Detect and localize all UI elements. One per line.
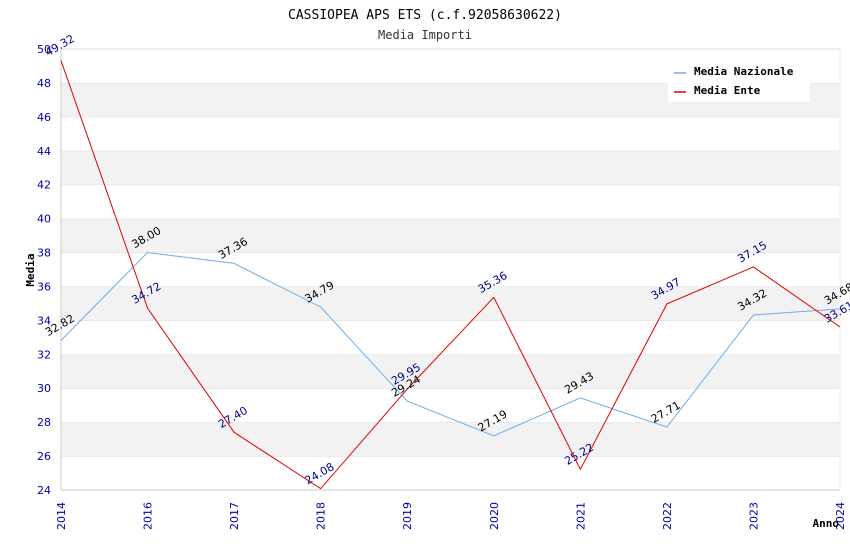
grid-band xyxy=(61,456,840,490)
series-line-media-nazionale xyxy=(60,252,841,437)
y-tick-label: 40 xyxy=(37,213,51,226)
grid-band xyxy=(61,320,840,355)
grid-band xyxy=(61,422,840,457)
y-tick-label: 24 xyxy=(37,484,51,497)
x-tick-label: 2020 xyxy=(488,502,501,530)
y-tick-label: 34 xyxy=(37,314,51,327)
grid-band xyxy=(61,150,840,185)
y-tick-label: 42 xyxy=(37,179,51,192)
series-lines xyxy=(60,60,841,490)
x-tick-label: 2022 xyxy=(661,502,674,530)
axes xyxy=(60,49,841,491)
y-tick-label: 30 xyxy=(37,382,51,395)
grid-band xyxy=(61,184,840,219)
legend-entry: Media Nazionale xyxy=(694,65,794,78)
x-tick-label: 2019 xyxy=(401,502,414,530)
y-tick-label: 44 xyxy=(37,145,51,158)
y-axis-ticks: 24 26 28 30 32 34 36 38 40 42 44 46 48 50 xyxy=(37,43,51,497)
y-axis-label: Media xyxy=(24,253,37,286)
chart-subtitle: Media Importi xyxy=(378,28,472,42)
y-tick-label: 32 xyxy=(37,348,51,361)
legend: Media Nazionale Media Ente xyxy=(668,60,810,102)
grid-band xyxy=(61,354,840,389)
grid-band xyxy=(61,218,840,253)
legend-box xyxy=(668,60,810,102)
x-axis-label: Anno xyxy=(813,517,840,530)
x-tick-label: 2017 xyxy=(228,502,241,530)
chart-title: CASSIOPEA APS ETS (c.f.92058630622) xyxy=(288,8,562,23)
x-tick-label: 2018 xyxy=(315,502,328,530)
x-tick-label: 2016 xyxy=(142,502,155,530)
y-tick-label: 36 xyxy=(37,280,51,293)
y-tick-label: 46 xyxy=(37,111,51,124)
grid-band xyxy=(61,116,840,151)
grid-band xyxy=(61,388,840,423)
grid-band xyxy=(61,252,840,287)
y-tick-label: 38 xyxy=(37,247,51,260)
series-line-media-ente xyxy=(60,60,841,490)
y-tick-label: 28 xyxy=(37,416,51,429)
grid-bands xyxy=(61,48,840,490)
grid-band xyxy=(61,286,840,321)
legend-entry: Media Ente xyxy=(694,84,761,97)
y-tick-label: 48 xyxy=(37,77,51,90)
y-tick-label: 26 xyxy=(37,450,51,463)
x-tick-label: 2023 xyxy=(747,502,760,530)
x-tick-label: 2024 xyxy=(834,502,847,530)
x-axis-ticks: 2014 2016 2017 2018 2019 2020 2021 2022 2023 2024 xyxy=(55,502,847,530)
x-tick-label: 2014 xyxy=(55,502,68,530)
y-tick-label: 50 xyxy=(37,43,51,56)
x-tick-label: 2021 xyxy=(574,502,587,530)
